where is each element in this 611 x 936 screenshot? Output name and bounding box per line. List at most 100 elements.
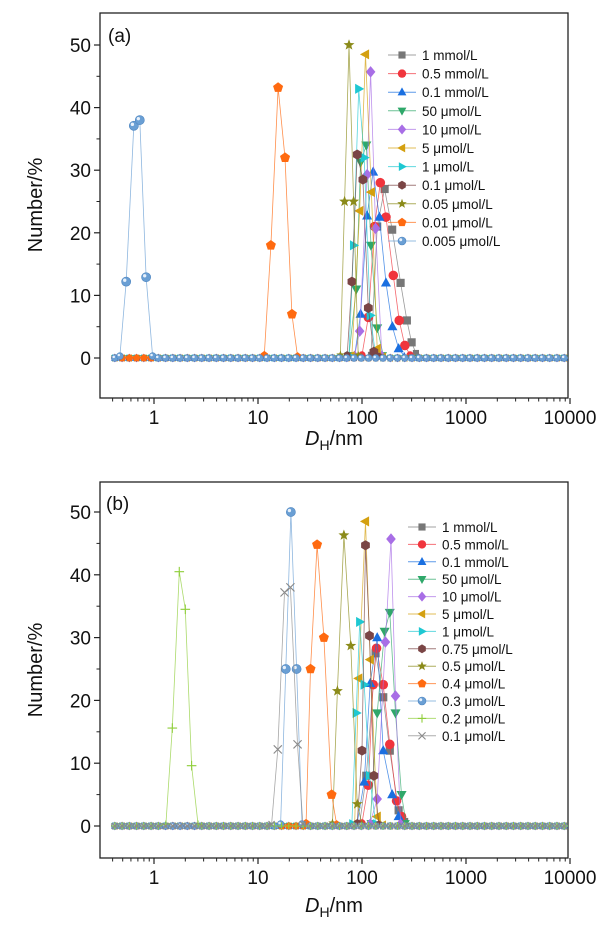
legend-label: 0.2 μmol/L bbox=[442, 711, 506, 726]
data-point bbox=[379, 822, 387, 830]
data-point bbox=[219, 354, 228, 362]
data-point bbox=[285, 582, 295, 592]
data-point bbox=[350, 822, 358, 830]
x-tick-label: 1000 bbox=[445, 408, 487, 429]
data-point bbox=[388, 270, 399, 281]
data-point bbox=[263, 822, 271, 830]
data-point bbox=[400, 340, 410, 351]
y-tick-label: 0 bbox=[80, 817, 91, 838]
data-point bbox=[348, 195, 360, 207]
data-point bbox=[140, 822, 148, 830]
marker-highlight bbox=[460, 355, 463, 359]
data-point bbox=[350, 354, 358, 362]
legend-entry: 5 μmol/L bbox=[388, 141, 475, 156]
data-point bbox=[212, 354, 221, 362]
data-point bbox=[265, 240, 276, 250]
data-point bbox=[357, 354, 365, 362]
marker-highlight bbox=[112, 355, 115, 359]
marker-highlight bbox=[438, 355, 442, 359]
data-point bbox=[357, 822, 365, 830]
series-0-05-mol-l bbox=[110, 39, 569, 362]
legend-label: 1 μmol/L bbox=[442, 624, 495, 639]
x-tick-label: 10000 bbox=[544, 408, 597, 429]
data-point bbox=[169, 822, 177, 830]
data-point bbox=[560, 822, 568, 830]
marker-highlight bbox=[416, 355, 420, 359]
y-tick-label: 10 bbox=[70, 286, 91, 307]
legend-entry: 1 μmol/L bbox=[408, 624, 495, 639]
data-point bbox=[369, 770, 379, 781]
marker-highlight bbox=[337, 355, 340, 359]
y-tick-label: 10 bbox=[70, 754, 91, 775]
marker-highlight bbox=[177, 355, 181, 359]
data-point bbox=[379, 354, 387, 362]
data-point bbox=[354, 205, 364, 216]
data-point bbox=[248, 354, 257, 362]
marker-highlight bbox=[136, 117, 141, 121]
data-point bbox=[481, 822, 488, 830]
data-point bbox=[292, 354, 300, 362]
marker-highlight bbox=[474, 355, 478, 359]
data-point bbox=[356, 616, 366, 627]
legend-entry: 50 μmol/L bbox=[408, 572, 502, 587]
marker-highlight bbox=[278, 821, 281, 825]
marker-highlight bbox=[199, 355, 202, 359]
legend-marker bbox=[398, 162, 407, 172]
data-point bbox=[473, 354, 481, 362]
marker-highlight bbox=[402, 355, 405, 359]
data-point bbox=[326, 789, 337, 799]
data-point bbox=[380, 636, 391, 648]
legend-entry: 0.01 μmol/L bbox=[388, 215, 493, 230]
legend-label: 1 mmol/L bbox=[422, 48, 478, 63]
data-point bbox=[396, 818, 405, 828]
data-point bbox=[362, 210, 373, 220]
data-point bbox=[299, 820, 307, 828]
data-point bbox=[384, 739, 395, 750]
data-point bbox=[241, 354, 250, 362]
legend-label: 0.1 mmol/L bbox=[422, 85, 489, 100]
marker-highlight bbox=[250, 355, 253, 359]
data-point bbox=[365, 66, 376, 78]
x-tick-label: 10000 bbox=[544, 868, 597, 889]
series-layer bbox=[110, 507, 569, 831]
marker-highlight bbox=[387, 355, 391, 359]
data-point bbox=[180, 604, 191, 615]
marker-highlight bbox=[271, 355, 275, 359]
legend-entry: 1 mmol/L bbox=[408, 520, 498, 535]
marker-highlight bbox=[257, 355, 260, 359]
marker-highlight bbox=[221, 355, 224, 359]
data-point bbox=[407, 338, 416, 347]
data-point bbox=[386, 822, 394, 830]
data-point bbox=[174, 566, 185, 577]
data-point bbox=[473, 822, 481, 830]
data-point bbox=[502, 354, 510, 362]
data-point bbox=[415, 354, 423, 362]
series-line bbox=[114, 182, 565, 359]
data-point bbox=[430, 822, 438, 830]
legend-marker bbox=[418, 644, 426, 654]
legend-label: 0.1 μmol/L bbox=[442, 729, 506, 744]
legend-label: 0.05 μmol/L bbox=[422, 197, 493, 212]
data-point bbox=[291, 664, 302, 674]
data-point bbox=[321, 822, 329, 830]
marker-highlight bbox=[503, 355, 507, 359]
data-point bbox=[343, 39, 355, 50]
data-point bbox=[249, 822, 256, 830]
x-tick-label: 1 bbox=[149, 868, 160, 889]
legend-marker bbox=[418, 626, 427, 636]
marker-highlight bbox=[424, 355, 427, 359]
marker-highlight bbox=[286, 355, 289, 359]
data-point bbox=[422, 354, 431, 362]
data-point bbox=[510, 822, 517, 830]
legend-marker bbox=[397, 107, 407, 116]
legend-label: 0.5 μmol/L bbox=[442, 659, 506, 674]
data-point bbox=[385, 746, 394, 755]
legend-entry: 0.5 mmol/L bbox=[388, 67, 489, 82]
marker-highlight bbox=[373, 355, 376, 359]
marker-highlight bbox=[279, 355, 282, 359]
data-point bbox=[357, 745, 367, 756]
data-point bbox=[162, 822, 170, 830]
data-point bbox=[227, 822, 235, 830]
marker-highlight bbox=[150, 353, 153, 357]
